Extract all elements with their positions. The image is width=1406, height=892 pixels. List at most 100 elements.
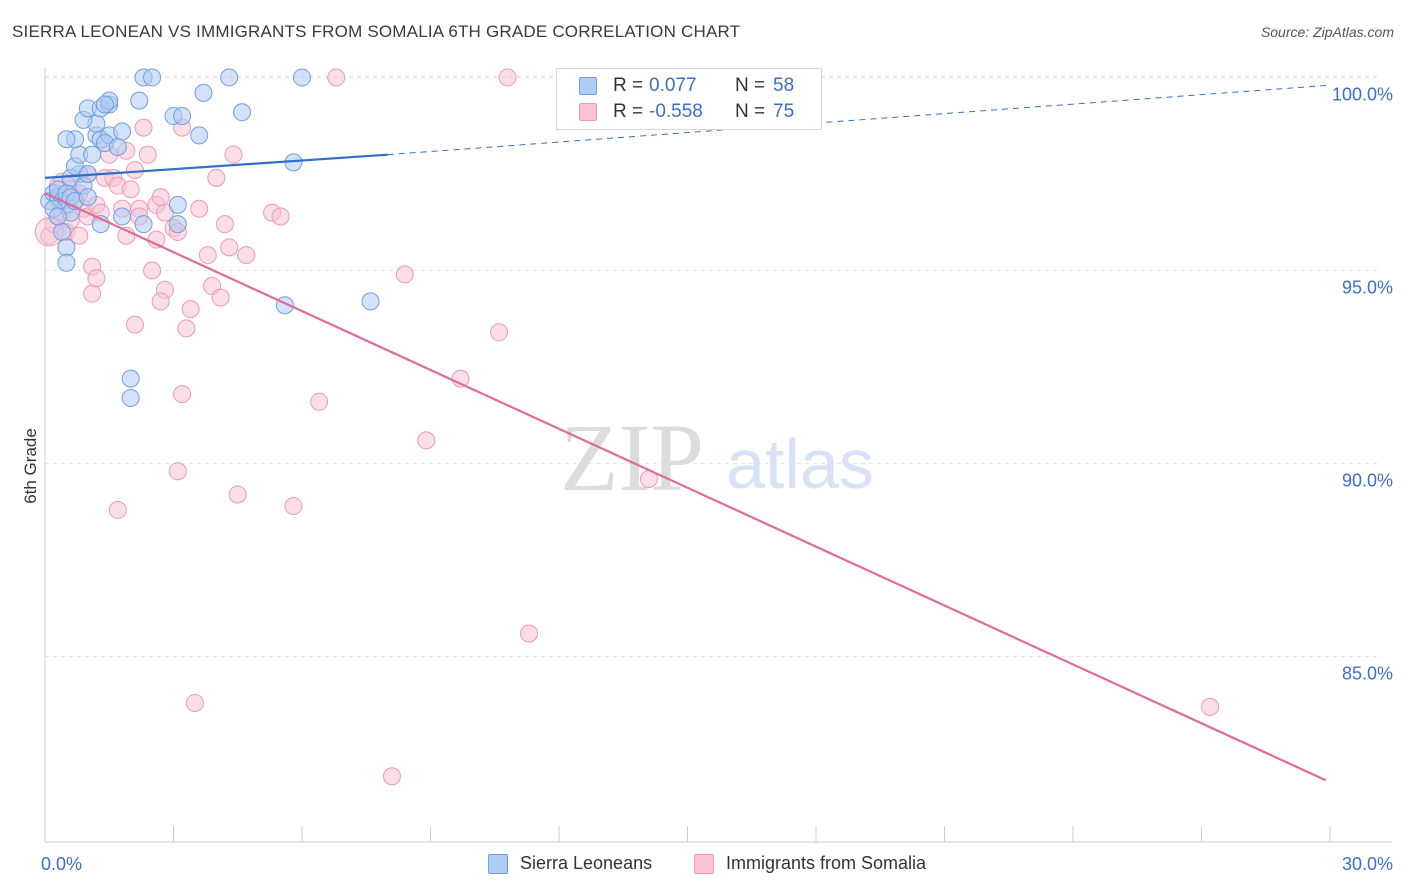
legend-r-value: -0.558 — [649, 101, 703, 122]
somalia-point — [177, 319, 196, 338]
legend-swatch-blue — [579, 77, 597, 95]
legend-n-label: N = — [735, 75, 766, 96]
somalia-point — [125, 161, 144, 180]
sierra-leonean-point — [78, 188, 97, 207]
somalia-point — [108, 500, 127, 519]
sierra-leonean-point — [233, 103, 252, 122]
legend-swatch-pink — [579, 103, 597, 121]
sierra-leonean-point — [113, 207, 132, 226]
somalia-point — [151, 188, 170, 207]
somalia-point — [211, 288, 230, 307]
sierra-leonean-point — [121, 369, 140, 388]
sierra-leonean-point — [57, 130, 76, 149]
watermark-atlas: atlas — [726, 425, 874, 503]
sierra-leonean-point — [53, 222, 72, 241]
somalia-point — [70, 226, 89, 245]
grid-layer — [45, 75, 1378, 658]
sierra-leoneans-trend-line — [44, 153, 388, 179]
legend-label: Immigrants from Somalia — [726, 853, 927, 873]
somalia-point — [520, 624, 539, 643]
somalia-point — [215, 215, 234, 234]
watermark: ZIP atlas — [560, 404, 874, 511]
somalia-point — [327, 68, 346, 87]
somalia-point — [228, 485, 247, 504]
axes-layer — [44, 68, 1392, 843]
watermark-zip: ZIP — [560, 404, 704, 511]
somalia-point — [198, 246, 217, 265]
somalia-point — [138, 145, 157, 164]
sierra-leonean-point — [134, 215, 153, 234]
legend-r-label: R = — [613, 75, 644, 96]
sierra-leonean-point — [83, 145, 102, 164]
sierra-leonean-point — [361, 292, 380, 311]
chart-source: Source: ZipAtlas.com — [1260, 24, 1394, 40]
somalia-point — [190, 199, 209, 218]
sierra-leoneans-trend-extension — [387, 84, 1331, 156]
somalia-point — [310, 392, 329, 411]
legend-r-value: 0.077 — [649, 75, 697, 96]
series-sierra-leoneans-points — [40, 68, 380, 407]
sierra-leonean-point — [220, 68, 239, 87]
series-legend: Sierra Leoneans Immigrants from Somalia — [0, 852, 1406, 878]
y-axis-label: 6th Grade — [21, 428, 40, 504]
chart-title: SIERRA LEONEAN VS IMMIGRANTS FROM SOMALI… — [12, 22, 741, 41]
somalia-point — [271, 207, 290, 226]
somalia-point — [173, 385, 192, 404]
somalia-point — [490, 323, 509, 342]
somalia-point — [498, 68, 517, 87]
sierra-leonean-point — [168, 195, 187, 214]
x-tick-label: 30.0% — [1342, 854, 1393, 874]
somalia-point — [83, 284, 102, 303]
sierra-leonean-point — [190, 126, 209, 145]
somalia-point — [1201, 697, 1220, 716]
somalia-point — [220, 238, 239, 257]
y-tick-label: 95.0% — [1342, 278, 1393, 298]
sierra-leonean-point — [121, 388, 140, 407]
trend-lines — [44, 84, 1331, 782]
sierra-leonean-point — [113, 122, 132, 141]
somalia-point — [395, 265, 414, 284]
sierra-leonean-point — [130, 91, 149, 110]
somalia-point — [224, 145, 243, 164]
legend-n-value: 58 — [773, 75, 795, 96]
sierra-leonean-point — [293, 68, 311, 87]
somalia-point — [237, 246, 256, 265]
somalia-point — [121, 180, 140, 199]
axis-labels: 100.0% 95.0% 90.0% 85.0% 0.0% 30.0% — [41, 84, 1393, 874]
sierra-leonean-point — [57, 238, 76, 257]
sierra-leonean-point — [108, 137, 127, 156]
legend-r-label: R = — [613, 101, 644, 122]
sierra-leonean-point — [173, 107, 192, 126]
legend-n-label: N = — [735, 101, 766, 122]
somalia-point — [151, 292, 170, 311]
somalia-point — [382, 767, 401, 786]
somalia-point — [134, 118, 153, 137]
correlation-legend: R = 0.077 N = 58 R = -0.558 N = 75 — [556, 68, 822, 130]
somalia-trend-line — [44, 192, 1327, 782]
sierra-leonean-point — [95, 95, 114, 114]
somalia-point — [143, 261, 162, 280]
y-tick-label: 100.0% — [1332, 84, 1393, 104]
somalia-point — [185, 693, 204, 712]
sierra-leonean-point — [143, 68, 162, 87]
x-tick-label: 0.0% — [41, 854, 82, 874]
y-tick-label: 85.0% — [1342, 664, 1393, 684]
sierra-leonean-point — [194, 83, 213, 102]
somalia-point — [125, 315, 144, 334]
legend-n-value: 75 — [773, 101, 795, 122]
somalia-point — [147, 230, 166, 249]
somalia-point — [284, 497, 303, 516]
legend-swatch-pink — [694, 854, 714, 874]
sierra-leonean-point — [57, 253, 76, 272]
legend-swatch-blue — [488, 854, 508, 874]
somalia-point — [87, 269, 106, 288]
y-tick-label: 90.0% — [1342, 471, 1393, 491]
sierra-leonean-point — [48, 207, 67, 226]
somalia-point — [417, 431, 436, 450]
somalia-point — [181, 300, 200, 319]
somalia-point — [207, 168, 226, 187]
somalia-point — [168, 462, 187, 481]
sierra-leonean-point — [168, 215, 187, 234]
legend-label: Sierra Leoneans — [520, 853, 653, 873]
